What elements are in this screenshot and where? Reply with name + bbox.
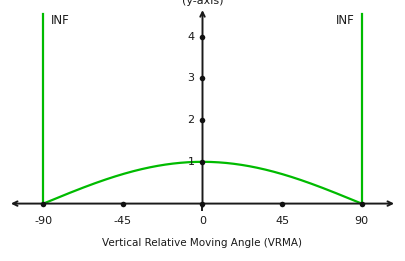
Text: 3: 3 [188, 73, 194, 83]
Text: 1: 1 [188, 157, 194, 167]
Text: Vertical Factor
(y-axis): Vertical Factor (y-axis) [163, 0, 242, 7]
Text: -90: -90 [34, 216, 53, 226]
Text: 0: 0 [199, 216, 206, 226]
Text: -45: -45 [114, 216, 132, 226]
Text: 45: 45 [275, 216, 289, 226]
Text: Vertical Relative Moving Angle (VRMA): Vertical Relative Moving Angle (VRMA) [102, 238, 303, 248]
Text: 2: 2 [188, 115, 194, 125]
Text: 90: 90 [354, 216, 369, 226]
Text: INF: INF [51, 14, 69, 27]
Text: 4: 4 [188, 32, 194, 41]
Text: INF: INF [336, 14, 354, 27]
